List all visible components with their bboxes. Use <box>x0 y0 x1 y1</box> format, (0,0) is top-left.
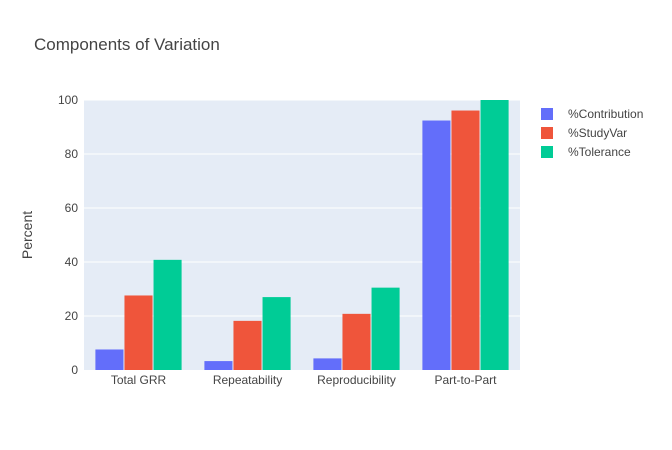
y-tick-label: 60 <box>65 201 79 215</box>
y-tick-label: 40 <box>65 255 79 269</box>
legend-item[interactable]: %Contribution <box>541 107 643 121</box>
bar[interactable] <box>422 120 451 371</box>
bar[interactable] <box>342 313 371 370</box>
chart-title: Components of Variation <box>34 35 220 54</box>
x-tick-label: Repeatability <box>213 373 282 387</box>
x-axis-ticks: Total GRR Repeatability Reproducibility Par… <box>111 373 497 387</box>
legend-swatch <box>541 146 553 158</box>
x-tick-label: Reproducibility <box>317 373 396 387</box>
bar[interactable] <box>95 349 124 370</box>
legend-swatch <box>541 127 553 139</box>
bar[interactable] <box>480 100 509 370</box>
bar[interactable] <box>233 320 262 370</box>
bar[interactable] <box>451 110 480 370</box>
x-tick-label: Part-to-Part <box>434 373 497 387</box>
bar[interactable] <box>153 259 182 370</box>
y-axis-label: Percent <box>19 211 35 259</box>
bar[interactable] <box>262 297 291 370</box>
legend-label: %StudyVar <box>568 126 627 140</box>
y-axis-ticks: 0 20 40 60 80 100 <box>58 93 78 377</box>
bars <box>95 100 509 371</box>
x-tick-label: Total GRR <box>111 373 167 387</box>
bar[interactable] <box>313 358 342 370</box>
legend-swatch <box>541 108 553 120</box>
y-tick-label: 100 <box>58 93 78 107</box>
legend-label: %Tolerance <box>568 145 631 159</box>
legend-item[interactable]: %Tolerance <box>541 145 631 159</box>
y-tick-label: 20 <box>65 309 79 323</box>
legend-label: %Contribution <box>568 107 643 121</box>
y-tick-label: 80 <box>65 147 79 161</box>
bar[interactable] <box>371 287 400 370</box>
y-tick-label: 0 <box>71 363 78 377</box>
bar[interactable] <box>124 295 153 370</box>
legend-item[interactable]: %StudyVar <box>541 126 627 140</box>
bar[interactable] <box>204 361 233 370</box>
legend[interactable]: %Contribution %StudyVar %Tolerance <box>541 107 643 159</box>
